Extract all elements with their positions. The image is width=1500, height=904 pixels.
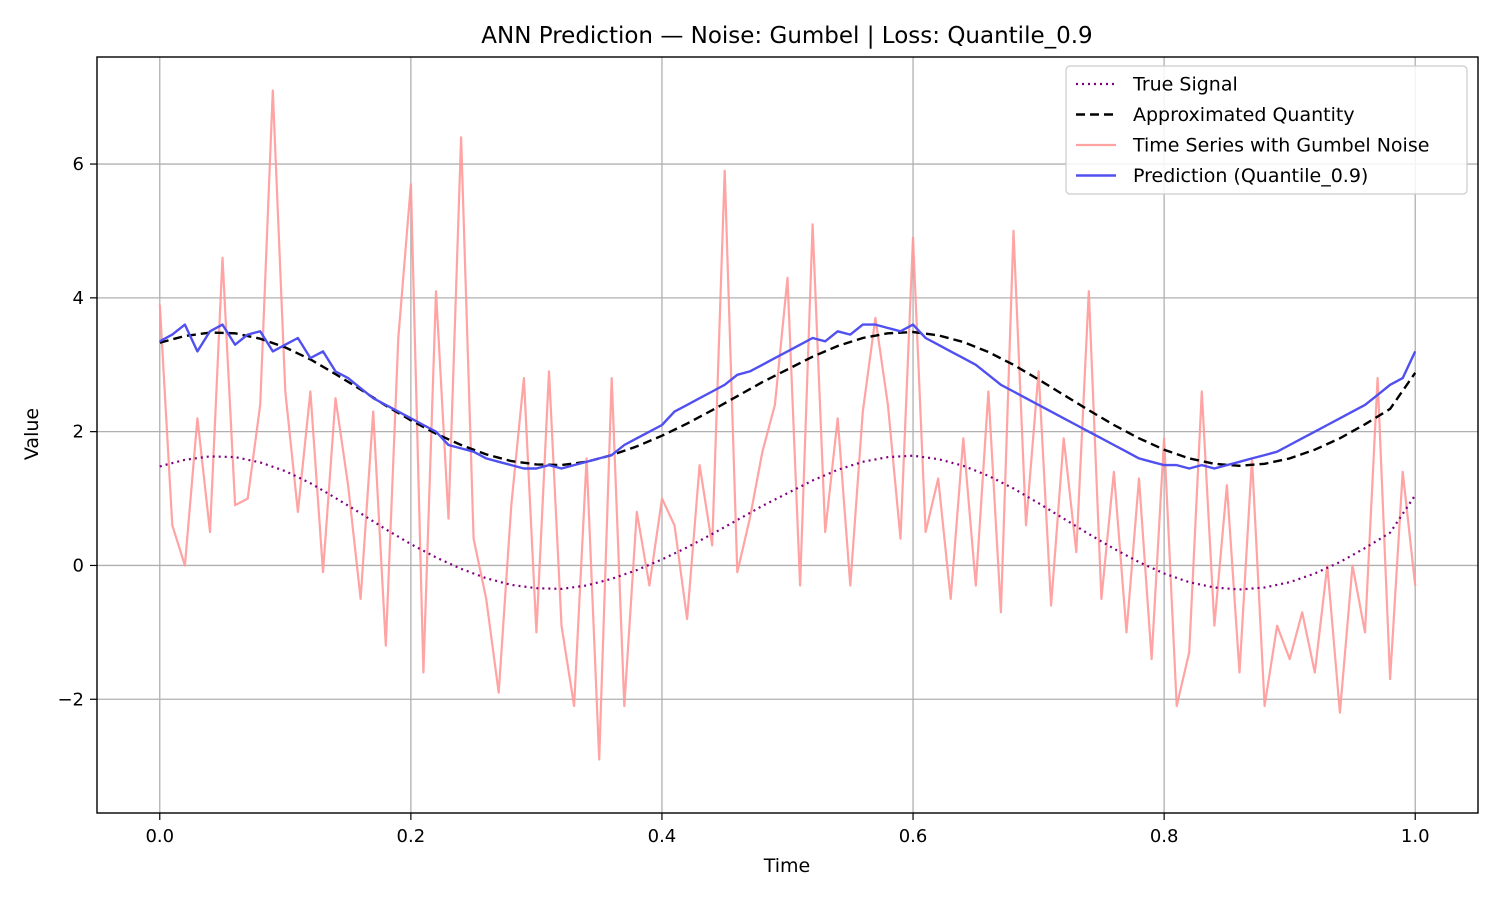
plot-frame	[96, 56, 1479, 814]
x-tick-label: 0.0	[145, 826, 174, 847]
legend-label: True Signal	[1132, 74, 1238, 96]
x-tick-label: 1.0	[1401, 826, 1430, 847]
chart-title: ANN Prediction — Noise: Gumbel | Loss: Q…	[481, 23, 1092, 49]
legend-label: Prediction (Quantile_0.9)	[1133, 165, 1368, 187]
y-tick-label: 2	[73, 422, 84, 443]
x-tick-label: 0.8	[1150, 826, 1179, 847]
series-line-0	[159, 454, 1417, 591]
tick-layer: 0.0 0.2 0.4 0.6 0.8 1.0 −2 0 2 4 6	[57, 154, 1429, 847]
y-tick-label: 6	[73, 154, 84, 175]
y-axis-label: Value	[21, 408, 43, 460]
series-layer	[158, 89, 1417, 761]
y-tick-label: 0	[73, 555, 84, 576]
legend-box	[1065, 65, 1468, 195]
y-tick-label: 4	[73, 288, 84, 309]
x-tick-label: 0.4	[648, 826, 677, 847]
x-tick-label: 0.6	[899, 826, 928, 847]
series-line-3	[159, 323, 1417, 470]
y-tick-label: −2	[57, 689, 84, 710]
legend-label: Approximated Quantity	[1133, 104, 1355, 126]
x-tick-label: 0.2	[397, 826, 426, 847]
legend: True Signal Approximated Quantity Time Ser…	[1065, 65, 1468, 195]
x-axis-label: Time	[763, 855, 811, 877]
legend-label: Time Series with Gumbel Noise	[1132, 135, 1429, 157]
series-line-2	[158, 89, 1417, 761]
